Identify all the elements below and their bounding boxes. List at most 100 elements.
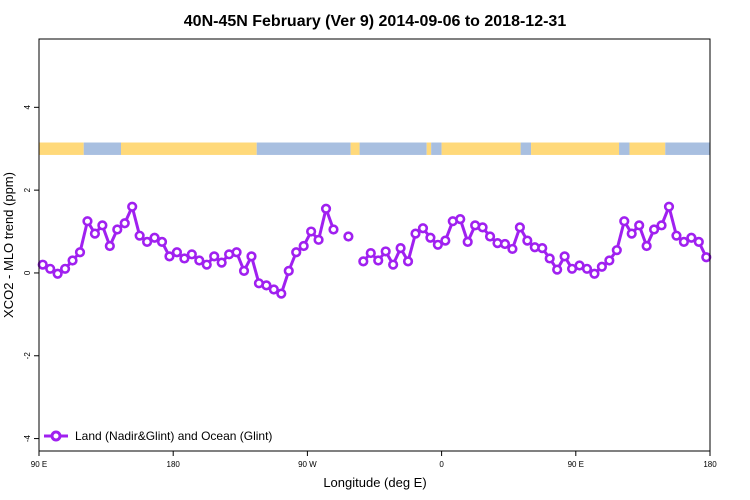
data-point bbox=[127, 201, 138, 212]
data-point bbox=[388, 259, 399, 270]
series-layer bbox=[37, 201, 712, 299]
data-point bbox=[514, 222, 525, 233]
x-tick-label: 90 W bbox=[298, 460, 317, 469]
data-point bbox=[484, 231, 496, 242]
data-point bbox=[477, 222, 488, 233]
data-point bbox=[440, 235, 451, 246]
y-tick-label: 4 bbox=[23, 105, 32, 110]
data-point bbox=[432, 239, 443, 250]
legend-marker-swatch bbox=[50, 430, 62, 442]
surface-segment-land bbox=[426, 142, 432, 155]
data-point bbox=[462, 236, 473, 247]
data-point bbox=[626, 228, 637, 239]
y-tick-label: 2 bbox=[23, 187, 32, 192]
data-point bbox=[678, 236, 690, 247]
data-point bbox=[559, 251, 570, 262]
x-tick-label: 180 bbox=[703, 460, 717, 469]
x-tick-label: 0 bbox=[439, 460, 444, 469]
data-point bbox=[656, 220, 667, 231]
data-point bbox=[283, 265, 294, 276]
y-tick-label: -2 bbox=[23, 352, 32, 360]
data-point bbox=[320, 203, 332, 214]
legend: Land (Nadir&Glint) and Ocean (Glint) bbox=[44, 429, 272, 443]
data-point bbox=[522, 235, 533, 246]
data-point bbox=[552, 264, 563, 275]
data-point bbox=[238, 265, 250, 276]
data-point bbox=[216, 257, 227, 268]
surface-segment-land bbox=[121, 142, 257, 155]
legend-label: Land (Nadir&Glint) and Ocean (Glint) bbox=[75, 429, 272, 443]
surface-segment-ocean bbox=[83, 142, 122, 155]
data-point bbox=[373, 255, 384, 266]
data-point bbox=[641, 240, 652, 252]
data-point bbox=[663, 201, 675, 212]
data-point bbox=[365, 247, 376, 259]
data-point bbox=[648, 224, 660, 235]
x-tick-label: 90 E bbox=[568, 460, 584, 469]
series-line-segment bbox=[78, 219, 89, 254]
data-point bbox=[179, 253, 190, 264]
data-point bbox=[499, 238, 511, 250]
data-point bbox=[149, 232, 160, 243]
data-point bbox=[544, 253, 555, 264]
chart-title: 40N-45N February (Ver 9) 2014-09-06 to 2… bbox=[184, 13, 567, 30]
data-point bbox=[596, 261, 607, 272]
x-tick-label: 90 E bbox=[31, 460, 47, 469]
data-point bbox=[231, 247, 242, 258]
data-point bbox=[686, 232, 697, 243]
data-point bbox=[186, 249, 197, 260]
data-point bbox=[455, 214, 466, 225]
data-point bbox=[209, 251, 220, 262]
surface-segment-ocean bbox=[256, 142, 351, 155]
data-point bbox=[164, 251, 175, 262]
data-point bbox=[410, 228, 421, 239]
data-point bbox=[112, 224, 123, 235]
data-point bbox=[142, 236, 153, 247]
data-point bbox=[313, 234, 324, 245]
data-point bbox=[89, 228, 101, 239]
data-point bbox=[701, 252, 712, 263]
y-axis: -4 -2 0 2 4 bbox=[23, 105, 39, 442]
data-point bbox=[52, 268, 63, 279]
data-point bbox=[417, 223, 429, 234]
data-point bbox=[634, 220, 645, 231]
surface-segment-land bbox=[531, 142, 620, 155]
surface-segment-ocean bbox=[431, 142, 442, 155]
surface-segment-ocean bbox=[520, 142, 532, 155]
data-point bbox=[306, 226, 317, 237]
data-point bbox=[82, 216, 93, 227]
data-point bbox=[380, 246, 391, 257]
x-axis-label: Longitude (deg E) bbox=[323, 475, 426, 490]
data-point bbox=[171, 247, 183, 258]
data-point bbox=[537, 243, 548, 254]
data-point bbox=[671, 230, 682, 241]
data-point bbox=[246, 251, 257, 262]
data-point bbox=[97, 220, 108, 231]
data-point bbox=[298, 240, 309, 252]
data-point bbox=[395, 243, 406, 254]
y-tick-label: -4 bbox=[23, 434, 32, 442]
data-point bbox=[268, 284, 279, 295]
surface-segment-land bbox=[441, 142, 521, 155]
data-point bbox=[358, 256, 369, 267]
surface-segment-land bbox=[629, 142, 666, 155]
data-point bbox=[402, 256, 414, 267]
data-point bbox=[425, 232, 436, 243]
series-line-segment bbox=[317, 207, 328, 242]
surface-segment-land bbox=[39, 142, 84, 155]
x-axis: 90 E 180 90 W 0 90 E 180 bbox=[31, 451, 717, 469]
surface-type-bar bbox=[39, 142, 710, 155]
data-point bbox=[74, 247, 86, 258]
surface-segment-ocean bbox=[665, 142, 710, 155]
data-point bbox=[67, 255, 78, 266]
data-point bbox=[119, 218, 130, 229]
data-point bbox=[604, 255, 615, 266]
plot-frame bbox=[38, 38, 711, 452]
data-point bbox=[45, 263, 56, 274]
surface-segment-ocean bbox=[359, 142, 427, 155]
data-point bbox=[693, 236, 704, 247]
surface-segment-ocean bbox=[619, 142, 630, 155]
data-point bbox=[59, 263, 71, 274]
data-point bbox=[343, 231, 354, 242]
